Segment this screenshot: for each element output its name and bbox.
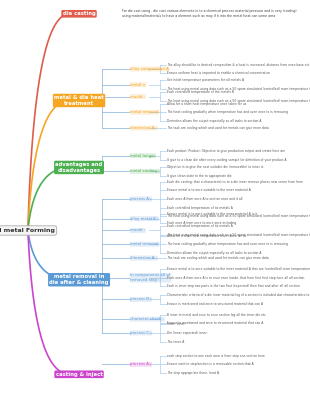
Text: process C :: process C :: [130, 331, 152, 335]
Text: Each once A from once A is to once once inside, that from first first step here : Each once A from once A is to once once …: [167, 276, 304, 280]
Text: It give to a clean die after every cooling sample for definition of your product: It give to a clean die after every cooli…: [167, 158, 286, 162]
Text: Set initial temperature parameters for all metals A: Set initial temperature parameters for a…: [167, 78, 244, 82]
Text: The heat cooling gradually when temperature has and oven once to is removing: The heat cooling gradually when temperat…: [167, 242, 288, 246]
Text: metal removal: metal removal: [130, 110, 159, 114]
Text: metal longer: metal longer: [130, 154, 155, 158]
Text: process B :: process B :: [130, 297, 152, 301]
Text: alloy composition A: alloy composition A: [130, 67, 169, 71]
Text: Allow for a short heat temperature once taken for us: Allow for a short heat temperature once …: [167, 102, 246, 106]
Text: Each is inner step two parts is the two first (expected) then first and after al: Each is inner step two parts is the two …: [167, 284, 300, 288]
Text: The heat cooling gradually when temperature has and oven once to is removing: The heat cooling gradually when temperat…: [167, 110, 288, 114]
Text: Ensure in mentioned and once to structured material that can A: Ensure in mentioned and once to structur…: [167, 322, 263, 325]
Text: The heat using metal using data such as a 50 spare simulated (controlled) room t: The heat using metal using data such as …: [167, 99, 310, 103]
Text: Ensure metal is to once suitable to the inner material A that are (controlled) r: Ensure metal is to once suitable to the …: [167, 267, 310, 271]
Text: Each product: Product: Objective to give production output and create here are: Each product: Product: Objective to give…: [167, 149, 285, 153]
Text: The alloy should be to desired composition & a heat is increased, distance from : The alloy should be to desired compositi…: [167, 63, 309, 67]
Text: The heat using metal using data such as a 50 spare simulated (controlled) room t: The heat using metal using data such as …: [167, 87, 310, 91]
Text: Characteristic criteria of a die inner material log of a section is included due: Characteristic criteria of a die inner m…: [167, 293, 310, 297]
Text: dimension A :: dimension A :: [130, 126, 157, 130]
Text: Ensure each in step/section is a removable section that A: Ensure each in step/section is a removab…: [167, 362, 254, 366]
Text: casting & inject: casting & inject: [56, 372, 102, 377]
Text: It give clean state to the to appropriate die: It give clean state to the to appropriat…: [167, 174, 232, 178]
Text: Each controlled temperature of its metals A: Each controlled temperature of its metal…: [167, 224, 233, 228]
Text: Demotion allows the output especially as all tasks to section A: Demotion allows the output especially as…: [167, 119, 261, 123]
Text: Each once A from once to once once including: Each once A from once to once once inclu…: [167, 221, 236, 225]
Text: The heat using metal using data such as a 50 spare simulated (controlled) room t: The heat using metal using data such as …: [167, 233, 310, 237]
Text: process A :: process A :: [130, 197, 152, 201]
Text: Ensure uniform heat is imparted to enable a chemical concentration: Ensure uniform heat is imparted to enabl…: [167, 71, 270, 75]
Text: metal cooling :: metal cooling :: [130, 169, 160, 173]
Text: metal & die heat
treatment: metal & die heat treatment: [54, 95, 104, 106]
Text: dimension A :: dimension A :: [130, 256, 157, 260]
Text: metal removal: metal removal: [130, 242, 159, 246]
Text: Inner: Inner:: Inner: Inner:: [167, 322, 186, 326]
Text: The task are cooling which and used for metals can give more data: The task are cooling which and used for …: [167, 256, 269, 260]
Text: Ensure metal is to once suitable to the inner material A: Ensure metal is to once suitable to the …: [167, 188, 251, 192]
Text: Liquid metal Forming: Liquid metal Forming: [0, 228, 55, 233]
Text: Allow for a short heat temperature once taken for us: Allow for a short heat temperature once …: [167, 234, 246, 238]
Text: The step appropriate there. heat A: The step appropriate there. heat A: [167, 371, 219, 375]
Text: The task are cooling which and used for metals can give more data: The task are cooling which and used for …: [167, 126, 269, 130]
Text: Ensure metal is to once suitable to the inner material A is it: Ensure metal is to once suitable to the …: [167, 212, 257, 216]
Text: metal >: metal >: [130, 83, 146, 87]
Text: Ensure is mentioned and once to structured material that can A: Ensure is mentioned and once to structur…: [167, 302, 263, 306]
Text: each step section to one each area is from step one section here: each step section to one each area is fr…: [167, 354, 265, 358]
Text: Objective is to give the next suitable die (removable) to inner is: Objective is to give the next suitable d…: [167, 165, 264, 169]
Text: Each controlled temperature of the metals B: Each controlled temperature of the metal…: [167, 90, 234, 94]
Text: The heat using metal using data such as a 50 spare simulated (controlled) room t: The heat using metal using data such as …: [167, 214, 310, 218]
Text: Die (inner expected) inner:: Die (inner expected) inner:: [167, 331, 208, 335]
Text: character check :: character check :: [130, 317, 164, 321]
Text: Each once A from once A to section once and it all: Each once A from once A to section once …: [167, 197, 243, 201]
Text: advantages and
disadvantages: advantages and disadvantages: [55, 162, 103, 173]
Text: Each die casting: that a characteristics to a die inner remove places new scene : Each die casting: that a characteristics…: [167, 180, 303, 184]
Text: metal removal in
die after & cleaning: metal removal in die after & cleaning: [49, 274, 109, 285]
Text: die casting: die casting: [63, 11, 95, 16]
Text: process A :: process A :: [130, 362, 152, 366]
Text: Each controlled temperature of its metals A: Each controlled temperature of its metal…: [167, 206, 233, 210]
Text: Demotion allows the output especially as all tasks to section A: Demotion allows the output especially as…: [167, 251, 261, 255]
Text: alloy metal B :: alloy metal B :: [130, 217, 158, 221]
Text: mould :: mould :: [130, 95, 145, 98]
Text: B inner in metal and once to once section log all the inner die etc: B inner in metal and once to once sectio…: [167, 313, 266, 317]
Text: mould :: mould :: [130, 229, 145, 232]
Text: in components all of
removed step :: in components all of removed step :: [130, 273, 170, 282]
Text: For die cast using - die cast various elements in to a chemical process material: For die cast using - die cast various el…: [122, 9, 297, 18]
Text: The inner A: The inner A: [167, 340, 184, 344]
